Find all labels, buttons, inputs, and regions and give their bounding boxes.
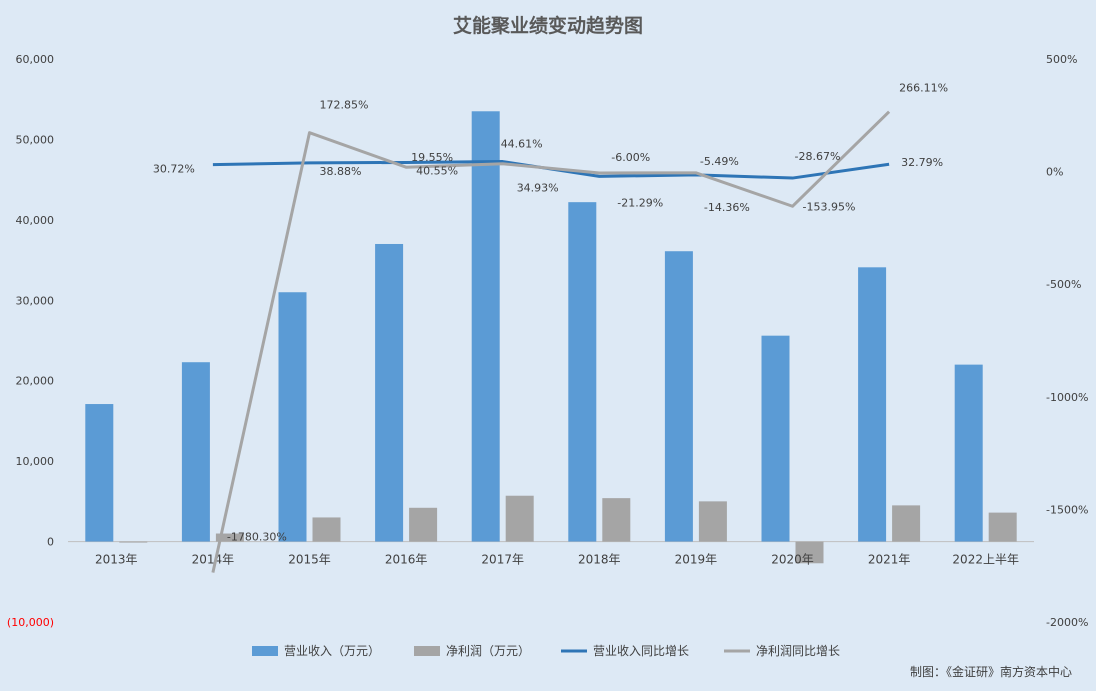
credit-text: 制图：《金证研》南方资本中心 [910,664,1072,679]
x-tick-label: 2018年 [578,553,621,567]
data-label: 40.55% [416,164,458,177]
bar-net-profit [119,541,148,543]
bar-revenue [568,202,597,542]
bar-revenue [664,251,693,542]
data-label: 44.61% [501,138,543,151]
bar-revenue [181,362,210,542]
bar-revenue [375,243,404,542]
data-label: -1780.30% [227,531,287,544]
bar-net-profit [988,512,1017,542]
bar-revenue [954,364,983,542]
bar-net-profit [312,517,341,542]
data-label: 32.79% [901,156,943,169]
legend-label: 净利润（万元） [446,644,530,658]
bar-revenue [761,335,790,542]
x-tick-label: 2015年 [288,553,331,567]
data-label: -21.29% [617,196,663,209]
y-right-tick-label: -2000% [1046,616,1088,629]
bar-net-profit [602,498,631,542]
data-label: -6.00% [611,151,650,164]
legend-label: 营业收入（万元） [284,644,380,658]
y-right-tick-label: 500% [1046,53,1077,66]
y-right-tick-label: -1500% [1046,503,1088,516]
y-left-tick-label: 30,000 [16,294,55,307]
y-left-tick-label: (10,000) [7,616,54,629]
chart-title: 艾能聚业绩变动趋势图 [453,14,643,37]
bar-revenue [278,292,307,542]
y-left-tick-label: 50,000 [16,133,55,146]
x-tick-label: 2022上半年 [952,553,1019,567]
y-right-tick-label: -1000% [1046,391,1088,404]
data-label: -5.49% [700,155,739,168]
data-label: 266.11% [899,82,948,95]
bar-net-profit [215,533,244,542]
data-label: 34.93% [517,182,559,195]
bar-net-profit [698,501,727,542]
bar-net-profit [795,541,824,564]
data-label: -153.95% [803,200,856,213]
data-label: 19.55% [411,151,453,164]
y-right-tick-label: -500% [1046,278,1081,291]
data-label: 172.85% [320,99,369,112]
data-label: -14.36% [704,201,750,214]
legend-swatch [252,646,278,656]
data-label: 38.88% [320,165,362,178]
data-label: 30.72% [153,163,195,176]
y-left-tick-label: 40,000 [16,214,55,227]
bar-net-profit [409,507,438,542]
x-tick-label: 2014年 [192,553,235,567]
x-tick-label: 2017年 [481,553,524,567]
bar-net-profit [505,495,534,542]
bar-revenue [471,111,500,542]
y-left-tick-label: 20,000 [16,375,55,388]
x-tick-label: 2013年 [95,553,138,567]
legend-label: 净利润同比增长 [756,644,840,658]
x-tick-label: 2020年 [771,553,814,567]
data-label: -28.67% [795,150,841,163]
legend-label: 营业收入同比增长 [593,644,689,658]
bar-revenue [85,404,114,542]
y-left-tick-label: 0 [47,536,54,549]
profit-growth-line [211,110,891,573]
legend-swatch [414,646,440,656]
x-tick-label: 2021年 [868,553,911,567]
y-right-tick-label: 0% [1046,166,1063,179]
y-left-tick-label: 60,000 [16,53,55,66]
x-tick-label: 2016年 [385,553,428,567]
y-left-tick-label: 10,000 [16,455,55,468]
x-tick-label: 2019年 [675,553,718,567]
bar-net-profit [892,505,921,542]
bar-revenue [858,267,887,542]
